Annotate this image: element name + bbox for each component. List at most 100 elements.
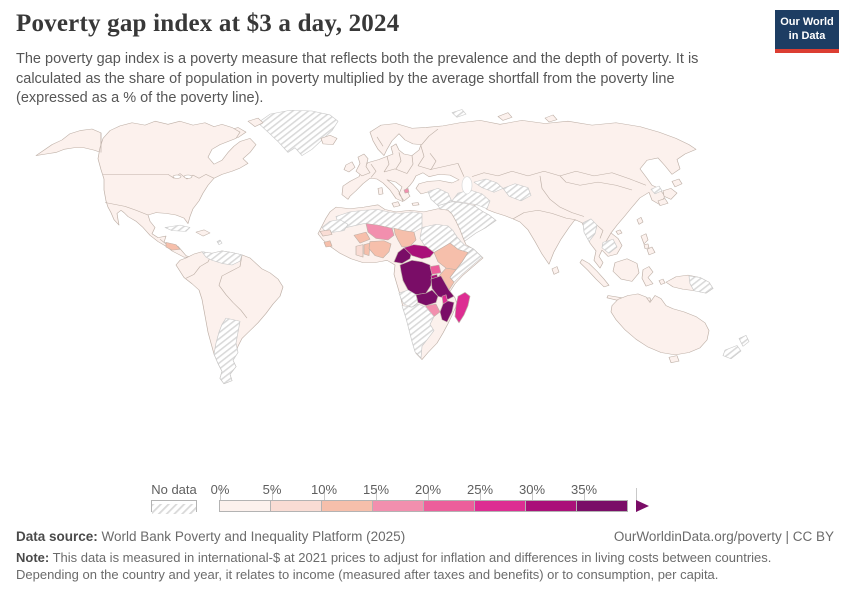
map-legend: No data 0% 5% 10% 15% 20% 25% 30% 35% [0,480,850,516]
island-svalbard [451,109,467,118]
country-hispaniola [195,229,211,237]
island-borneo [612,258,640,282]
country-iceland [320,134,338,145]
legend-tick-label: 5% [262,482,282,497]
legend-tick-label: 30% [518,482,546,497]
country-zambia [415,289,439,306]
country-japan-hokkaido [671,178,683,188]
border-brazil-west [218,254,248,319]
owid-logo-line1: Our World [780,15,834,28]
region-south-america[interactable] [175,250,284,385]
page-title: Poverty gap index at $3 a day, 2024 [16,10,400,37]
legend-color-bar[interactable] [219,500,628,512]
region-europe-asia[interactable] [341,109,714,306]
island-sicily [391,201,401,208]
country-iran [451,189,491,209]
legend-tick-label: 10% [310,482,338,497]
source-text: World Bank Poverty and Inequality Platfo… [97,529,406,544]
country-philippines-mindanao [646,246,656,256]
arctic-island-russia [497,112,513,121]
country-tanzania [430,275,455,300]
island-sardinia [377,187,384,195]
legend-bin-30-35%[interactable] [525,500,577,512]
country-sierra-leone [323,240,333,248]
country-japan-honshu [662,188,678,200]
country-niger [365,223,395,241]
region-africa[interactable] [317,204,484,360]
country-japan-kyushu [657,198,669,206]
region-north-america[interactable] [35,109,339,258]
legend-no-data-label: No data [151,482,197,497]
legend-bin-15-20%[interactable] [372,500,424,512]
chart-subtitle: The poverty gap index is a poverty measu… [16,51,699,107]
island-crete [411,202,420,206]
owid-logo[interactable]: Our World in Data [775,10,839,53]
region-southern-africa [401,303,435,359]
country-honduras [165,242,181,251]
island-moluccas [658,278,666,285]
arctic-island-russia [544,114,558,123]
legend-bin-0-5%[interactable] [219,500,271,512]
country-taiwan [636,217,644,225]
country-cambodia-laos [601,238,618,254]
country-greenland [257,109,339,156]
legend-tick-label: 15% [362,482,390,497]
country-ghana [355,244,364,258]
island-sulawesi [641,266,654,287]
country-great-britain [355,153,371,177]
border-china-west [539,175,585,217]
country-papua-new-guinea [688,275,714,294]
country-argentina [213,317,241,385]
country-iraq-syria [427,188,453,206]
border-russia-south [429,163,647,186]
country-new-zealand-north [738,335,750,347]
country-albania [403,188,410,194]
country-ireland [343,161,356,173]
country-angola [398,289,419,308]
country-central-african-republic [403,244,435,260]
country-north-korea [650,185,663,195]
border-us-mexico [104,202,149,216]
legend-tick-label: 0% [210,482,230,497]
legend-bin-10-15%[interactable] [321,500,373,512]
antilles-islands [216,239,223,245]
legend-no-data-swatch[interactable] [151,500,197,514]
country-mozambique [439,300,455,323]
border-us-canada [103,173,215,180]
arctic-island [247,117,264,127]
country-philippines-luzon [640,233,649,245]
world-map[interactable] [0,104,850,476]
note-text: This data is measured in international-$… [16,550,772,582]
country-uganda [429,264,442,275]
note-line: Note: This data is measured in internati… [16,550,786,583]
border-china-mongolia [559,175,633,191]
country-new-zealand-south [722,345,742,360]
country-venezuela [201,250,243,266]
country-nigeria [368,240,392,259]
source-label: Data source: [16,529,98,544]
owid-link[interactable]: OurWorldinData.org/poverty | CC BY [613,529,834,544]
legend-bin-35%+[interactable] [576,500,628,512]
owid-logo-line2: in Data [788,29,826,42]
caspian-sea [461,176,473,195]
source-line: Data source: World Bank Poverty and Ineq… [16,529,834,547]
legend-bin-20-25%[interactable] [423,500,475,512]
great-lake [172,174,182,179]
island-sumatra [579,259,610,288]
region-oceania[interactable] [610,293,750,363]
country-ethiopia [433,242,469,270]
country-cuba [164,224,191,232]
legend-bin-25-30%[interactable] [474,500,526,512]
border-southeast-asia [596,224,612,242]
island-hainan [615,229,623,235]
country-myanmar [582,218,598,242]
legend-tick-label: 35% [570,482,598,497]
country-madagascar [454,292,471,324]
legend-tick-label: 25% [466,482,494,497]
legend-bin-5-10%[interactable] [270,500,322,512]
country-senegal [319,229,333,237]
country-afghanistan [502,183,532,202]
note-label: Note: [16,550,50,565]
border-mexico-guatemala [159,239,167,245]
legend-arrow [636,500,649,512]
